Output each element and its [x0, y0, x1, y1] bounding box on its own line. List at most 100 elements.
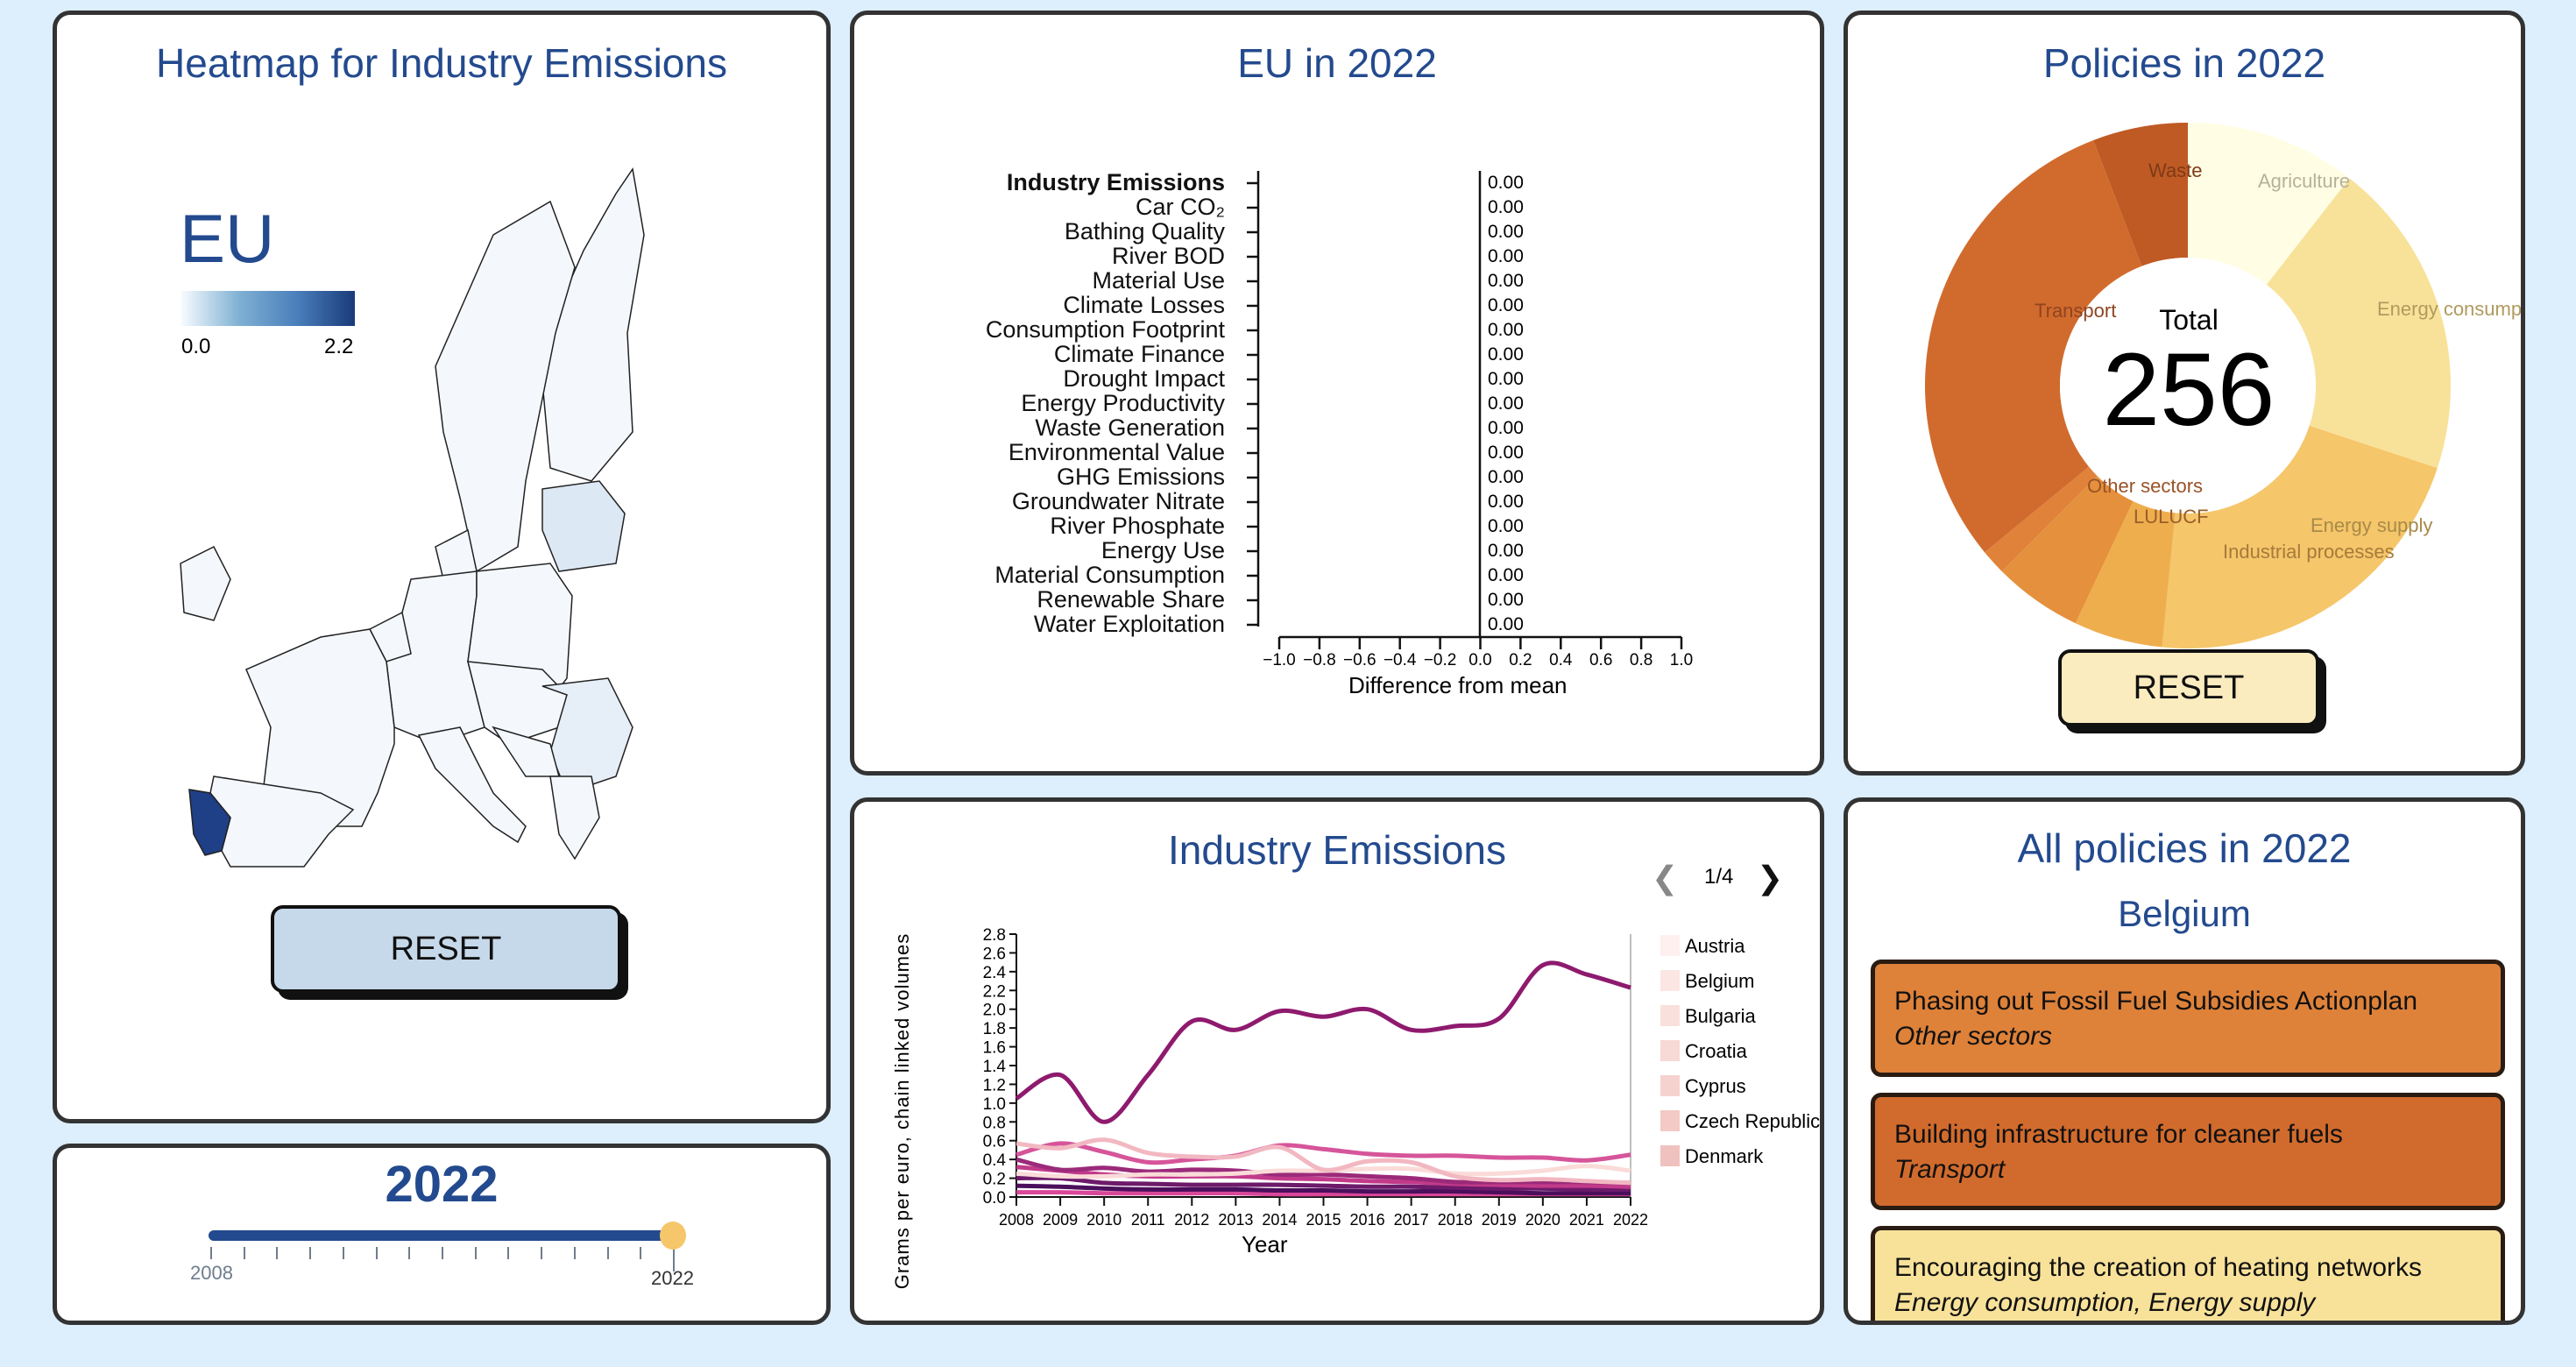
- x-tick-label: −1.0: [1263, 651, 1296, 669]
- x-tick-label: 2017: [1394, 1211, 1429, 1229]
- x-tick-label: 0.8: [1630, 651, 1652, 669]
- policy-card[interactable]: Encouraging the creation of heating netw…: [1871, 1226, 2505, 1321]
- legend-label[interactable]: Austria: [1685, 935, 1745, 957]
- indicator-label[interactable]: River BOD: [1111, 243, 1225, 269]
- all-policies-title: All policies in 2022: [2017, 825, 2352, 871]
- donut-slice[interactable]: [1985, 466, 2098, 572]
- indicator-value: 0.00: [1488, 320, 1524, 340]
- year-slider-knob[interactable]: [660, 1222, 686, 1250]
- indicator-value: 0.00: [1488, 369, 1524, 389]
- eu-map[interactable]: [140, 153, 701, 889]
- donut-slice[interactable]: [2162, 425, 2438, 648]
- donut-slice[interactable]: [2093, 123, 2188, 266]
- x-tick-label: −0.4: [1384, 651, 1417, 669]
- donut-slice-label: Transport: [2035, 300, 2116, 322]
- slider-tick: [309, 1247, 312, 1259]
- indicator-label[interactable]: Renewable Share: [1037, 586, 1225, 613]
- legend-label[interactable]: Cyprus: [1685, 1075, 1746, 1097]
- indicator-label[interactable]: Drought Impact: [1063, 365, 1225, 392]
- indicator-value: 0.00: [1488, 173, 1524, 193]
- heatmap-title: Heatmap for Industry Emissions: [156, 40, 727, 86]
- x-tick-label: 2014: [1262, 1211, 1297, 1229]
- donut-slice-label: LULUCF: [2134, 506, 2209, 528]
- y-tick-label: 1.2: [983, 1076, 1006, 1094]
- country-portugal[interactable]: [188, 789, 231, 856]
- industry-title: Industry Emissions: [1167, 827, 1506, 873]
- donut-slice[interactable]: [2001, 476, 2134, 624]
- legend-max: 2.2: [324, 335, 354, 358]
- y-tick-label: 1.8: [983, 1020, 1006, 1038]
- indicator-label[interactable]: Climate Losses: [1063, 292, 1225, 318]
- country-ireland[interactable]: [180, 545, 231, 621]
- x-tick-label: 2019: [1482, 1211, 1517, 1229]
- country-greece[interactable]: [549, 776, 600, 861]
- indicator-label[interactable]: Bathing Quality: [1064, 218, 1225, 244]
- indicator-label[interactable]: GHG Emissions: [1056, 464, 1225, 490]
- indicator-value: 0.00: [1488, 492, 1524, 512]
- indicator-label[interactable]: Industry Emissions: [1006, 169, 1225, 195]
- legend-label[interactable]: Belgium: [1685, 970, 1755, 992]
- donut-slice[interactable]: [2266, 178, 2451, 469]
- series-line[interactable]: [1016, 1175, 1631, 1193]
- x-tick-label: −0.6: [1343, 651, 1376, 669]
- indicator-label[interactable]: Waste Generation: [1035, 414, 1225, 441]
- indicator-label[interactable]: Material Use: [1092, 267, 1225, 294]
- series-line[interactable]: [1016, 1137, 1631, 1186]
- indicator-value: 0.00: [1488, 271, 1524, 291]
- series-line[interactable]: [1015, 960, 1631, 1124]
- indicator-label[interactable]: Car CO₂: [1136, 194, 1225, 220]
- legend-label[interactable]: Czech Republic: [1685, 1110, 1821, 1132]
- legend-label[interactable]: Denmark: [1685, 1145, 1764, 1167]
- indicator-value: 0.00: [1488, 565, 1524, 585]
- donut-slice[interactable]: [2188, 123, 2350, 285]
- legend-swatch: [1660, 1005, 1680, 1026]
- country-finland[interactable]: [541, 167, 645, 482]
- policies-reset-button[interactable]: RESET: [2058, 649, 2319, 726]
- year-slider-track[interactable]: [209, 1230, 673, 1241]
- indicator-value: 0.00: [1488, 467, 1524, 487]
- y-tick-label: 1.4: [983, 1058, 1007, 1076]
- legend-min: 0.0: [181, 335, 211, 358]
- y-tick-label: 0.4: [983, 1151, 1007, 1170]
- country-france[interactable]: [245, 628, 395, 827]
- slider-tick: [573, 1247, 576, 1259]
- x-tick-label: 2022: [1613, 1211, 1648, 1229]
- indicator-label[interactable]: River Phosphate: [1050, 513, 1225, 539]
- policies-panel: Policies in 2022 Agriculture Energy consu…: [1844, 11, 2525, 776]
- indicator-label[interactable]: Water Exploitation: [1033, 611, 1225, 637]
- y-tick-label: 2.4: [983, 964, 1007, 982]
- country-baltics[interactable]: [541, 480, 626, 572]
- year-min-label: 2008: [190, 1262, 233, 1284]
- indicator-label[interactable]: Climate Finance: [1053, 341, 1225, 367]
- indicator-label[interactable]: Groundwater Nitrate: [1011, 488, 1225, 514]
- series-line[interactable]: [1016, 1141, 1631, 1165]
- indicator-label[interactable]: Material Consumption: [994, 562, 1225, 588]
- policy-card[interactable]: Phasing out Fossil Fuel Subsidies Action…: [1871, 960, 2505, 1077]
- slider-tick: [243, 1247, 245, 1259]
- y-tick-label: 2.0: [983, 1002, 1006, 1020]
- indicator-label[interactable]: Energy Use: [1100, 537, 1225, 563]
- donut-slice[interactable]: [1925, 140, 2142, 553]
- legend-label[interactable]: Croatia: [1685, 1040, 1747, 1062]
- country-sweden[interactable]: [435, 200, 576, 573]
- series-line[interactable]: [1016, 1183, 1631, 1196]
- heatmap-reset-button[interactable]: RESET: [271, 905, 621, 993]
- x-tick-label: 2021: [1569, 1211, 1604, 1229]
- donut-slice-label: Agriculture: [2258, 170, 2350, 192]
- prev-page-button[interactable]: ❮: [1652, 860, 1679, 896]
- series-line[interactable]: [1016, 1157, 1631, 1186]
- legend-label[interactable]: Bulgaria: [1685, 1005, 1756, 1027]
- country-italy[interactable]: [417, 726, 527, 844]
- donut-slice[interactable]: [2075, 500, 2176, 648]
- x-tick-label: 0.2: [1509, 651, 1532, 669]
- legend-swatch: [1660, 970, 1680, 991]
- indicator-label[interactable]: Energy Productivity: [1021, 390, 1225, 416]
- indicator-value: 0.00: [1488, 541, 1524, 561]
- slider-tick: [606, 1247, 609, 1259]
- policy-card[interactable]: Building infrastructure for cleaner fuel…: [1871, 1093, 2505, 1210]
- donut-slice-label: Energy supply: [2311, 514, 2432, 536]
- indicator-label[interactable]: Consumption Footprint: [985, 316, 1225, 343]
- next-page-button[interactable]: ❯: [1757, 860, 1784, 896]
- indicator-label[interactable]: Environmental Value: [1008, 439, 1225, 465]
- eu-xlabel: Difference from mean: [1348, 672, 1568, 698]
